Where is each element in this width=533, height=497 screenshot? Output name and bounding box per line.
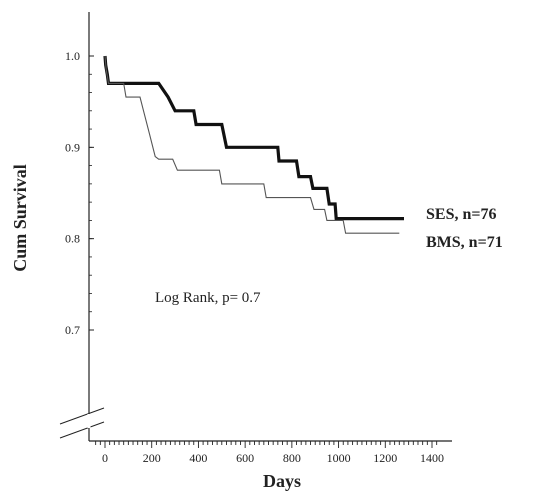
x-tick-label: 1400 (420, 451, 444, 465)
axes: 0.7 0.8 0.9 1.0 0 200 400 600 800 1000 1200 1400 (59, 12, 452, 465)
series-line-bms (104, 55, 400, 234)
axis-break-mark (59, 407, 105, 425)
x-tick-label: 400 (189, 451, 207, 465)
log-rank-annotation: Log Rank, p= 0.7 (155, 290, 261, 306)
series-line-ses (103, 55, 404, 221)
y-tick-label: 1.0 (65, 49, 80, 63)
x-tick-label: 600 (236, 451, 254, 465)
y-tick-label: 0.9 (65, 140, 80, 154)
x-axis-title: Days (263, 471, 301, 491)
axis-break-mark (59, 421, 105, 439)
x-tick-label: 0 (102, 451, 108, 465)
y-tick-label: 0.8 (65, 232, 80, 246)
y-axis-title: Cum Survival (10, 164, 30, 272)
x-tick-label: 200 (143, 451, 161, 465)
x-tick-label: 1200 (373, 451, 397, 465)
y-tick-label: 0.7 (65, 323, 80, 337)
series-label-ses: SES, n=76 (426, 206, 496, 223)
series-label-bms: BMS, n=71 (426, 234, 503, 251)
x-tick-label: 1000 (327, 451, 351, 465)
x-tick-label: 800 (283, 451, 301, 465)
series-lines (103, 55, 404, 234)
